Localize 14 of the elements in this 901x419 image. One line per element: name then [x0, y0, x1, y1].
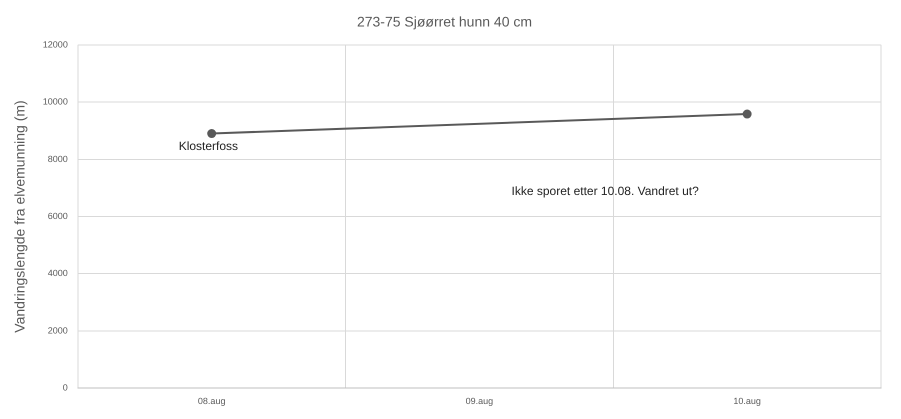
annotation: Ikke sporet etter 10.08. Vandret ut? [512, 184, 700, 198]
y-tick-label: 8000 [48, 154, 68, 164]
y-tick-label: 12000 [42, 39, 68, 50]
y-tick-label: 2000 [48, 325, 68, 336]
x-tick-label: 10.aug [733, 396, 761, 406]
x-tick-label: 08.aug [198, 396, 226, 406]
annotation: Klosterfoss [178, 138, 238, 153]
y-tick-label: 6000 [48, 210, 68, 221]
y-tick-label: 10000 [42, 96, 68, 107]
y-tick-label: 0 [62, 382, 68, 393]
y-tick-label: 4000 [48, 268, 68, 278]
y-axis-title: Vandringslengde fra elvemunning (m) [11, 100, 28, 333]
chart-title: 273-75 Sjøørret hunn 40 cm [356, 13, 532, 30]
x-tick-label: 09.aug [466, 396, 494, 406]
